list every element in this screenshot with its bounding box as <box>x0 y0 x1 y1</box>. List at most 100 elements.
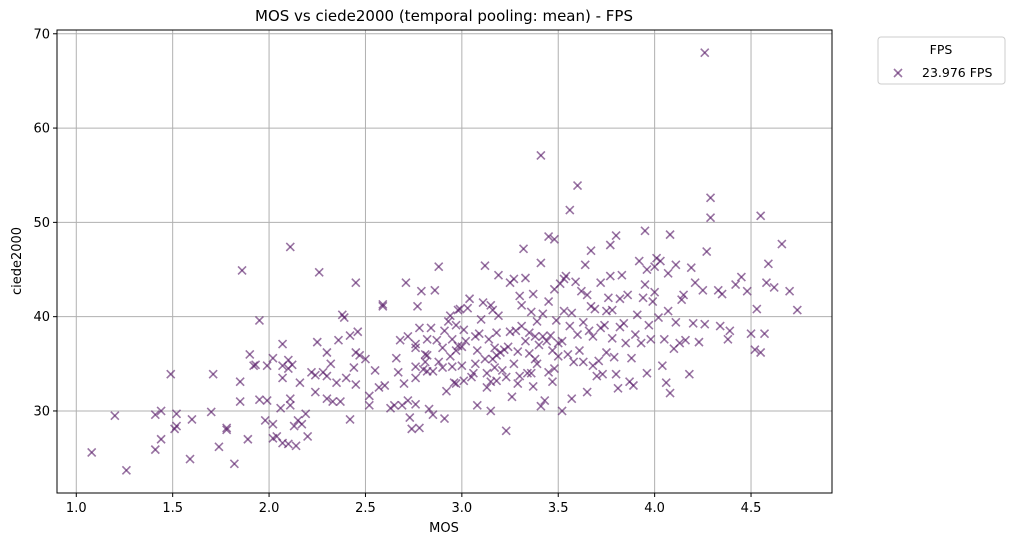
data-point <box>171 421 182 431</box>
data-point <box>572 181 583 191</box>
data-point <box>611 369 621 379</box>
data-point <box>756 211 766 221</box>
data-point <box>185 454 195 464</box>
data-point <box>518 244 529 254</box>
data-point <box>540 396 550 406</box>
data-point <box>380 380 390 391</box>
data-point <box>661 378 671 388</box>
data-point <box>254 315 264 326</box>
y-tick-label: 40 <box>33 310 50 325</box>
data-point <box>659 334 669 344</box>
data-point <box>374 382 384 392</box>
legend: FPS 23.976 FPS <box>877 36 1006 85</box>
data-point <box>277 339 288 349</box>
data-point <box>245 349 255 359</box>
data-point <box>349 363 359 373</box>
data-point <box>586 246 596 256</box>
x-tick-label: 1.0 <box>66 501 87 516</box>
data-point <box>515 291 525 301</box>
data-point <box>335 396 345 407</box>
data-point <box>156 434 166 444</box>
data-point <box>468 368 478 378</box>
data-point <box>613 383 623 393</box>
data-point <box>276 403 286 413</box>
data-point <box>414 423 425 433</box>
x-axis-ticks: 1.0 1.5 2.0 2.5 3.0 3.5 4.0 4.5 <box>66 493 761 516</box>
data-point <box>262 396 272 406</box>
data-point <box>484 334 494 344</box>
data-point <box>578 317 588 327</box>
data-point <box>447 362 457 372</box>
data-point <box>110 411 120 421</box>
x-tick-label: 3.0 <box>452 501 473 516</box>
data-point <box>341 373 351 383</box>
data-point <box>289 421 299 431</box>
data-point <box>351 379 361 390</box>
data-point <box>399 379 409 389</box>
data-point <box>736 272 746 282</box>
data-point <box>482 368 492 378</box>
data-point <box>596 278 606 288</box>
data-point <box>222 425 232 435</box>
data-point <box>607 333 617 343</box>
data-point <box>759 329 770 339</box>
data-point <box>393 367 403 377</box>
data-point <box>251 360 261 370</box>
data-point <box>785 286 795 296</box>
data-point <box>617 270 627 280</box>
data-point <box>445 311 455 321</box>
data-points <box>87 48 802 475</box>
data-point <box>322 394 332 404</box>
data-point <box>705 193 716 203</box>
data-point <box>501 426 511 436</box>
data-point <box>206 407 216 417</box>
data-point <box>557 336 567 346</box>
data-point <box>723 334 733 344</box>
data-point <box>243 434 253 444</box>
data-point <box>150 410 160 420</box>
data-point <box>746 329 756 339</box>
data-point <box>678 290 689 300</box>
data-point <box>665 230 675 240</box>
data-point <box>424 404 434 414</box>
data-point <box>717 289 727 299</box>
data-point <box>524 328 534 338</box>
data-point <box>364 400 374 410</box>
data-point <box>561 271 571 281</box>
x-tick-label: 2.0 <box>259 501 280 516</box>
data-point <box>291 441 301 451</box>
data-point <box>520 336 531 346</box>
data-point <box>646 334 656 344</box>
data-point <box>609 352 619 362</box>
data-point <box>463 303 473 313</box>
data-point <box>439 413 450 424</box>
data-point <box>472 400 482 410</box>
data-point <box>297 419 307 429</box>
data-point <box>599 320 610 330</box>
data-point <box>549 234 559 244</box>
data-point <box>509 274 519 284</box>
data-point <box>166 369 176 379</box>
data-point <box>331 378 342 388</box>
data-point <box>470 359 480 369</box>
data-point <box>545 330 556 341</box>
data-point <box>536 258 546 268</box>
data-point <box>333 335 344 345</box>
data-point <box>237 265 247 276</box>
data-point <box>451 346 461 356</box>
data-point <box>503 342 513 352</box>
data-point <box>700 319 710 329</box>
data-point <box>260 415 270 425</box>
data-point <box>611 231 621 241</box>
data-point <box>752 304 762 314</box>
legend-marker <box>893 68 903 78</box>
data-point <box>322 371 332 381</box>
data-point <box>262 361 272 371</box>
data-point <box>686 263 696 273</box>
data-point <box>544 367 554 377</box>
data-point <box>761 278 772 288</box>
data-point <box>715 321 725 331</box>
data-point <box>750 345 760 355</box>
data-point <box>391 353 401 363</box>
